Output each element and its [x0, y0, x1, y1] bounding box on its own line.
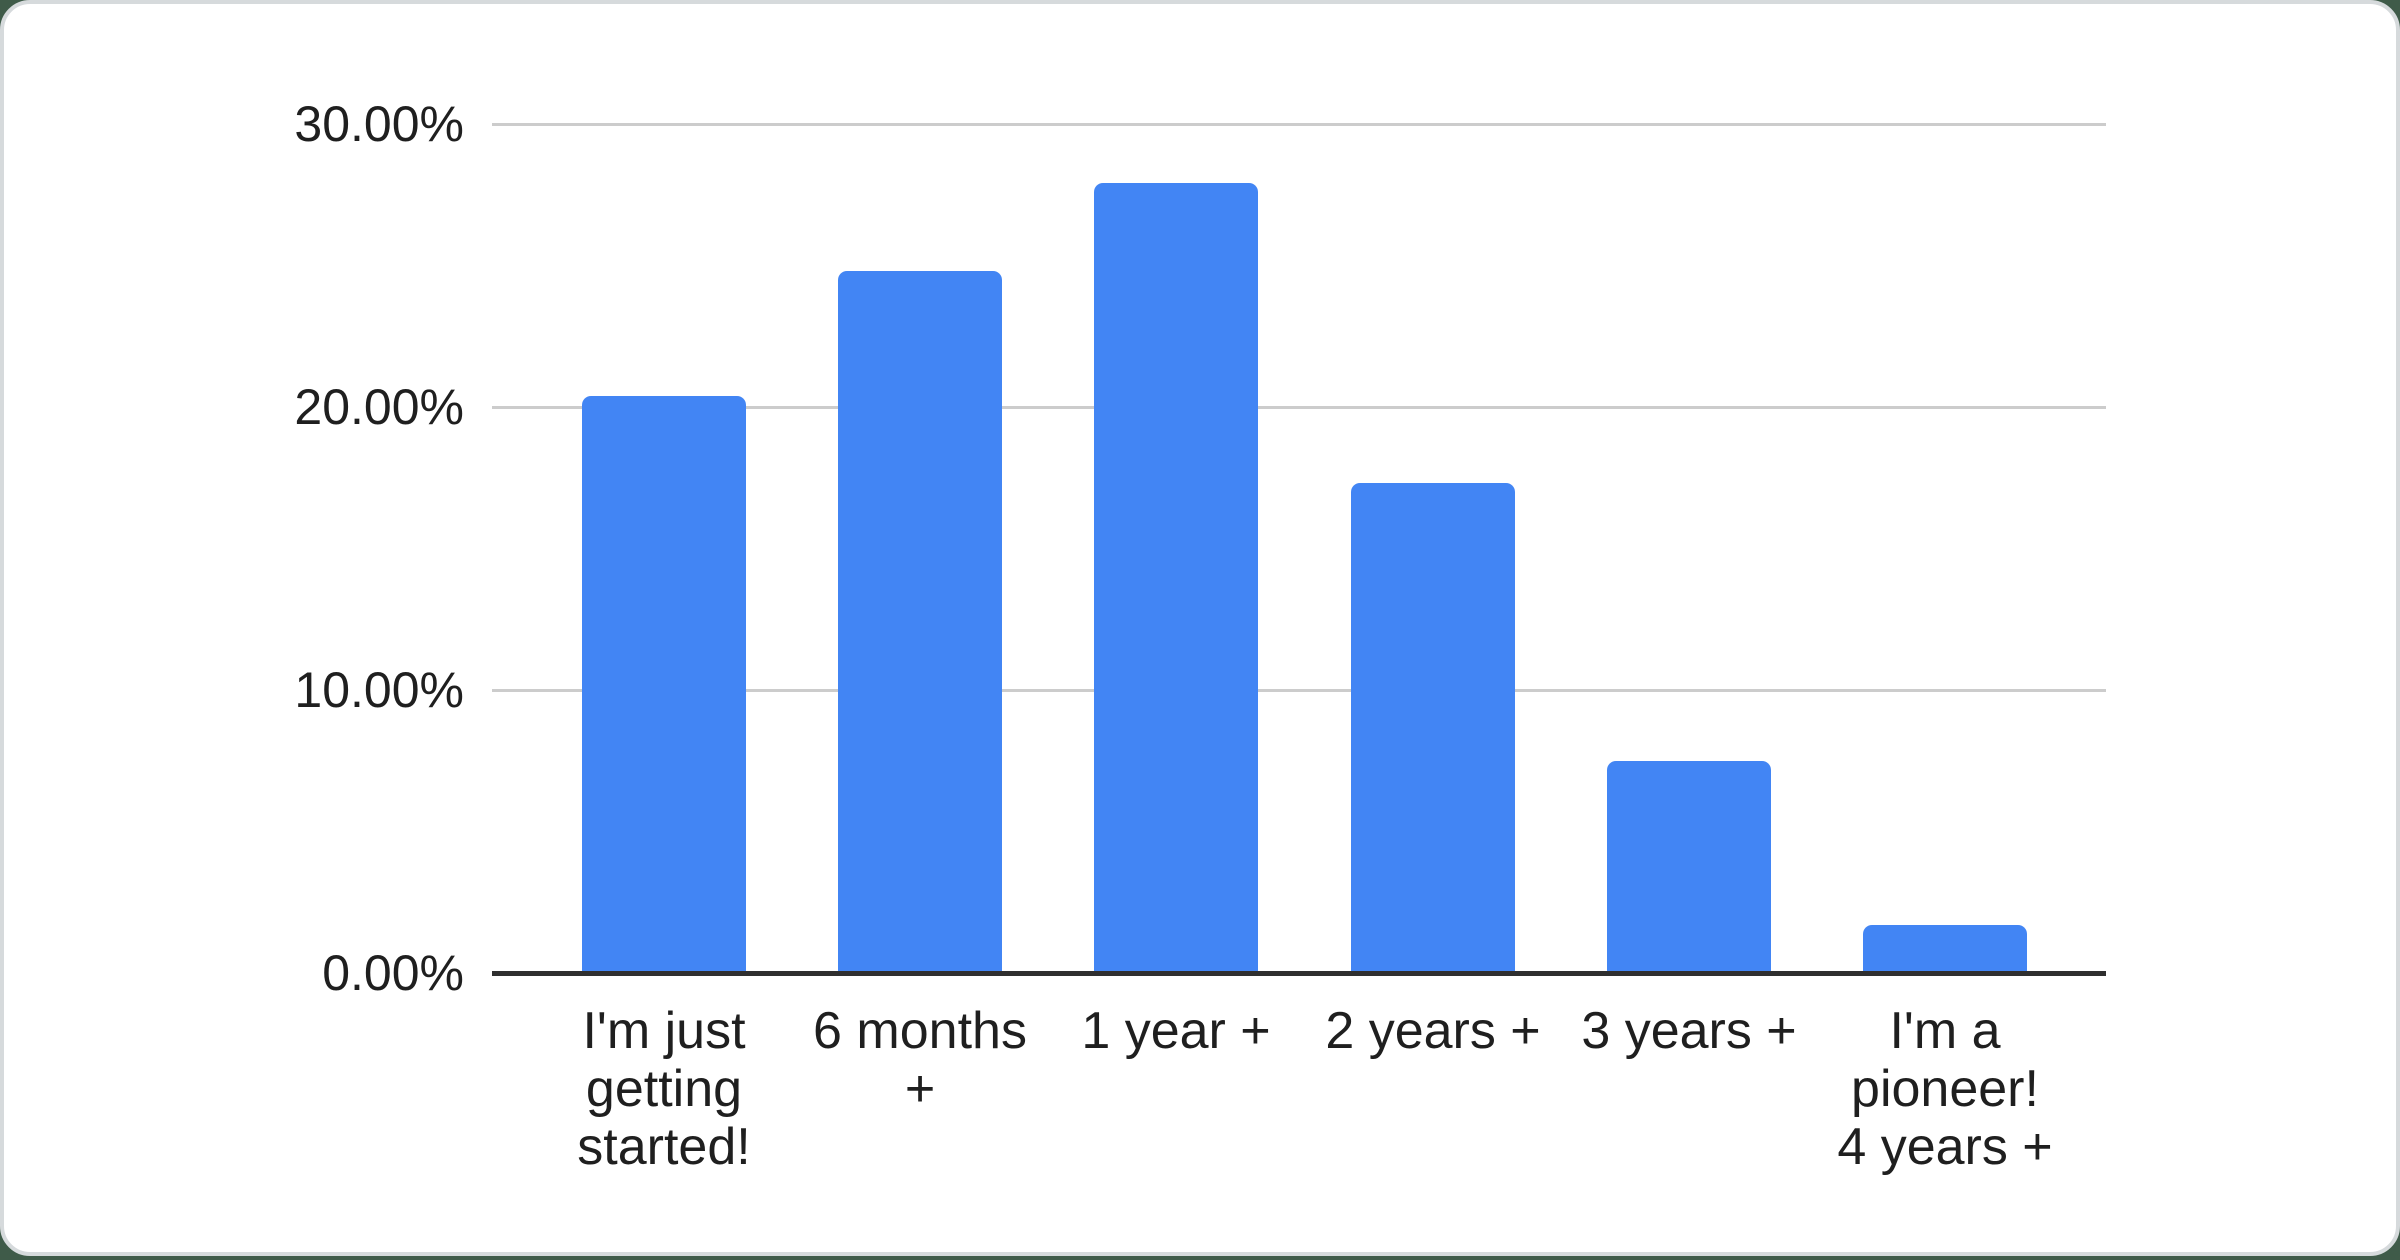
y-tick-label-0.00%: 0.00% [322, 945, 464, 1001]
x-tick-label-line: pioneer! [1851, 1060, 2039, 1118]
gridline-20 [492, 406, 2106, 409]
x-tick-label-line: started! [577, 1118, 751, 1176]
x-tick-label-line: I'm a [1889, 1002, 2001, 1060]
x-tick-label-1: I'm just getting started! [529, 1002, 799, 1176]
x-tick-label-2: 6 months + [785, 1002, 1055, 1118]
bar-4 [1351, 483, 1515, 973]
bar-chart: 0.00% 10.00% 20.00% 30.00% I'm just getting s… [4, 4, 2400, 1260]
x-tick-label-3: 1 year + [1041, 1002, 1311, 1060]
bar-5 [1607, 761, 1771, 973]
y-tick-label-10.00%: 10.00% [294, 662, 464, 718]
x-tick-label-line: 2 years + [1325, 1002, 1541, 1060]
x-tick-label-line: getting [585, 1060, 743, 1118]
x-tick-label-line: I'm just [582, 1002, 746, 1060]
bar-1 [582, 396, 746, 973]
y-tick-label-30.00%: 30.00% [294, 96, 464, 152]
x-tick-label-6: I'm a pioneer! 4 years + [1810, 1002, 2080, 1176]
x-tick-label-line: 4 years + [1837, 1118, 2053, 1176]
x-axis-baseline [492, 971, 2106, 976]
bar-2 [838, 271, 1002, 973]
x-tick-label-5: 3 years + [1554, 1002, 1824, 1060]
gridline-10 [492, 689, 2106, 692]
x-tick-label-line: 1 year + [1081, 1002, 1271, 1060]
x-tick-label-4: 2 years + [1298, 1002, 1568, 1060]
y-tick-label-20.00%: 20.00% [294, 379, 464, 435]
x-tick-label-line: 3 years + [1581, 1002, 1797, 1060]
x-tick-label-line: 6 months [813, 1002, 1027, 1060]
bar-6 [1863, 925, 2027, 973]
bar-3 [1094, 183, 1258, 973]
x-tick-label-line: + [904, 1060, 936, 1118]
gridline-30 [492, 123, 2106, 126]
